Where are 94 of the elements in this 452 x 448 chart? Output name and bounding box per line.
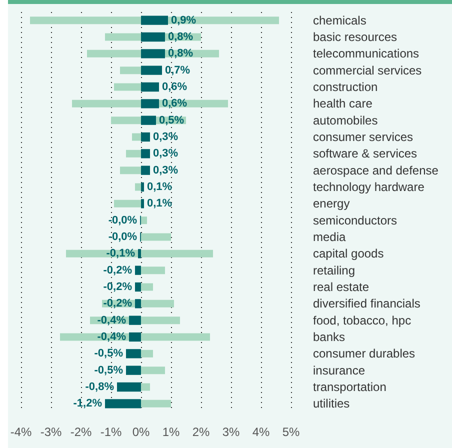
data-label: 0,1% [147,198,172,210]
x-tick-label: 3% [222,425,240,439]
data-label: 0,3% [153,148,178,160]
y-tick-label: basic resources [313,30,398,44]
x-tick-label: 1% [162,425,180,439]
bar [141,99,159,108]
bar [135,183,141,191]
data-label: 0,8% [168,48,194,60]
y-tick-label: construction [313,80,378,94]
bar [141,166,150,175]
bar [141,266,165,274]
data-label: -0,4% [97,314,126,326]
bar [141,116,156,125]
bar [129,332,141,342]
x-tick-label: -4% [10,425,32,439]
bar [141,132,150,142]
bar [141,400,171,408]
y-tick-label: retailing [313,263,356,278]
bar [129,316,141,325]
bar [141,49,165,58]
data-label: -0,5% [94,348,124,360]
bar [141,182,144,192]
bar [135,299,141,308]
y-tick-label: food, tobacco, hpc [313,313,412,328]
bar [141,366,165,374]
bar [105,399,141,408]
bar [141,350,153,358]
y-tick-label: automobiles [313,113,378,128]
y-tick-label: commercial services [313,63,422,78]
bar [141,233,171,241]
data-label: 0,7% [165,64,190,76]
data-label: 0,3% [153,164,178,176]
y-tick-label: media [313,230,346,244]
y-tick-label: capital goods [313,246,384,261]
bar [141,82,159,92]
data-label: -0,8% [85,381,114,393]
bar [132,133,141,141]
data-label: 0,3% [153,131,178,143]
bar [141,66,162,75]
x-tick-label: -3% [40,425,62,439]
x-tick-label: -1% [100,425,122,439]
bar [141,199,144,208]
data-label: 0,1% [147,181,172,193]
bar [141,149,150,158]
y-tick-label: consumer durables [313,346,416,361]
bar [138,249,141,258]
bar [141,32,165,42]
bar [135,282,141,292]
data-label: 0,9% [171,14,196,26]
y-tick-label: technology hardware [313,180,425,194]
bar [141,216,147,224]
data-label: -0,5% [94,364,124,376]
y-tick-label: insurance [313,363,366,378]
y-tick-label: banks [313,330,346,344]
y-tick-label: energy [313,196,350,211]
y-tick-label: chemicals [313,13,366,28]
x-tick-label: 2% [192,425,210,439]
x-tick-label: 5% [282,425,300,439]
y-tick-label: transportation [313,380,386,394]
bar [141,283,153,291]
y-tick-label: health care [313,96,373,111]
y-tick-label: aerospace and defense [313,163,439,178]
data-label: -1,2% [73,398,102,410]
bar [114,83,141,91]
data-label: -0,2% [103,281,132,293]
data-label: -0,2% [103,298,132,310]
bar [135,266,141,275]
x-tick-label: 0% [132,425,150,439]
y-tick-label: real estate [313,280,370,294]
data-label: 0,5% [159,114,184,126]
bar [126,366,141,375]
y-tick-label: consumer services [313,130,414,144]
bar [141,16,168,25]
y-tick-label: utilities [313,396,350,411]
bar [126,349,141,358]
bar [120,166,141,174]
data-label: -0,4% [97,331,126,343]
data-label: -0,1% [106,248,136,260]
bar [120,66,141,74]
y-tick-label: semiconductors [313,213,398,228]
data-label: 0,8% [168,31,194,43]
bar [126,150,141,158]
bar [141,383,150,391]
y-tick-label: telecommunications [313,46,420,61]
data-label: -0,2% [103,264,132,276]
bar [117,382,141,392]
x-tick-label: 4% [252,425,270,439]
data-label: -0,0% [108,214,138,226]
data-label: -0,0% [108,231,138,243]
data-label: 0,6% [162,81,188,93]
y-tick-label: diversified financials [313,296,420,311]
data-label: 0,6% [162,98,188,110]
y-tick-label: software & services [313,146,418,161]
x-tick-label: -2% [70,425,92,439]
